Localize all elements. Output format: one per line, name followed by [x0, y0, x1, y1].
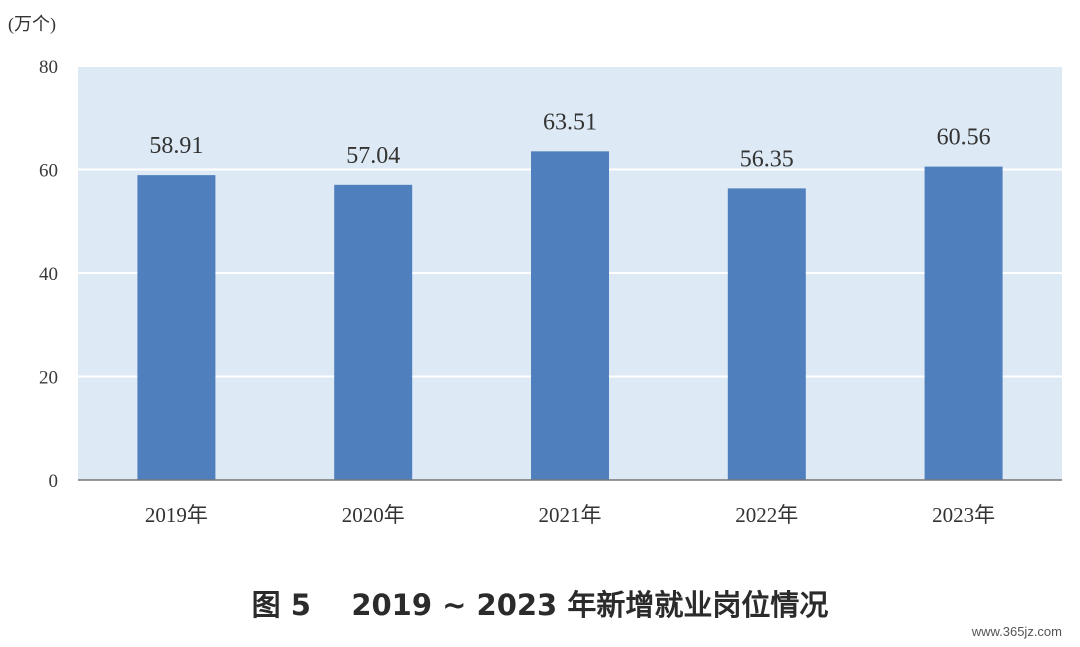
- x-tick-label: 2022年: [735, 503, 798, 527]
- data-label: 56.35: [740, 146, 794, 172]
- bar: [137, 175, 216, 480]
- data-labels: 58.91 57.04 63.51 56.35 60.56: [149, 109, 990, 172]
- bar: [334, 184, 413, 480]
- bars: [137, 151, 1003, 481]
- bar: [727, 188, 806, 481]
- y-tick-label: 0: [49, 471, 59, 492]
- x-tick-label: 2021年: [539, 503, 602, 527]
- data-label: 63.51: [543, 109, 597, 135]
- y-axis-ticks: 0 20 40 60 80: [39, 57, 58, 492]
- data-label: 60.56: [937, 125, 991, 151]
- data-label: 57.04: [346, 143, 400, 169]
- data-label: 58.91: [149, 133, 203, 159]
- bar-chart: 0 20 40 60 80 58.91 57.04 63.51 56.35 60.56 2019…: [8, 14, 1062, 527]
- bar: [531, 151, 609, 480]
- bar: [924, 166, 1003, 481]
- y-axis-unit-label: (万个): [8, 14, 56, 35]
- y-tick-label: 40: [39, 264, 58, 285]
- y-tick-label: 20: [39, 368, 58, 389]
- figure-caption: 图 5 2019 ~ 2023 年新增就业岗位情况: [251, 588, 829, 622]
- x-tick-label: 2020年: [342, 503, 405, 527]
- x-tick-label: 2019年: [145, 503, 208, 527]
- y-tick-label: 80: [39, 57, 58, 78]
- watermark: www.365jz.com: [971, 624, 1062, 639]
- x-axis-ticks: 2019年 2020年 2021年 2022年 2023年: [145, 503, 995, 527]
- y-tick-label: 60: [39, 161, 58, 182]
- x-tick-label: 2023年: [932, 503, 995, 527]
